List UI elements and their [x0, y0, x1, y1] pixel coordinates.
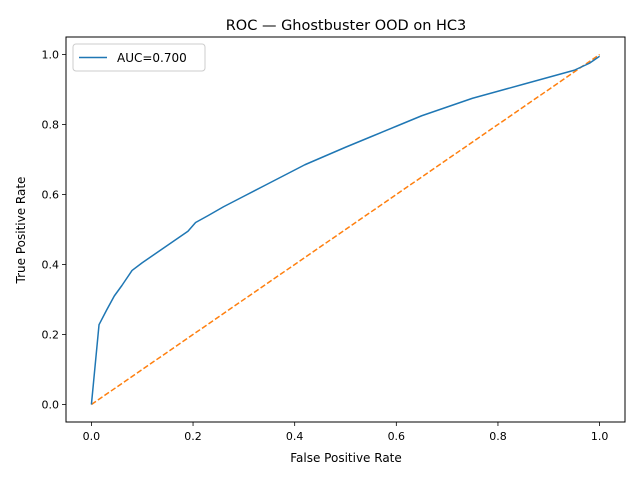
- y-tick-label: 0.4: [42, 259, 60, 272]
- y-axis: 0.0 0.2 0.4 0.6 0.8 1.0: [42, 49, 66, 412]
- legend-label: AUC=0.700: [117, 51, 187, 65]
- axes-frame: [65, 36, 626, 423]
- y-tick-label: 0.6: [42, 189, 60, 202]
- y-tick-label: 0.0: [42, 399, 60, 412]
- chart-title: ROC — Ghostbuster OOD on HC3: [226, 18, 467, 34]
- x-tick-label: 1.0: [591, 430, 609, 443]
- x-tick-label: 0.6: [388, 430, 406, 443]
- roc-curve: [90, 55, 601, 405]
- x-tick-label: 0.8: [489, 430, 507, 443]
- x-tick-label: 0.0: [83, 430, 101, 443]
- legend-box: [72, 43, 206, 72]
- y-tick-label: 1.0: [42, 49, 60, 62]
- x-tick-label: 0.4: [286, 430, 304, 443]
- x-axis-label: False Positive Rate: [290, 451, 402, 465]
- chance-line: [90, 53, 601, 406]
- legend: AUC=0.700: [72, 43, 206, 72]
- plot-area: [90, 53, 601, 406]
- x-axis: 0.0 0.2 0.4 0.6 0.8 1.0: [83, 422, 609, 443]
- y-axis-label: True Positive Rate: [14, 177, 28, 285]
- y-tick-label: 0.8: [42, 119, 60, 132]
- x-tick-label: 0.2: [184, 430, 202, 443]
- y-tick-label: 0.2: [42, 329, 60, 342]
